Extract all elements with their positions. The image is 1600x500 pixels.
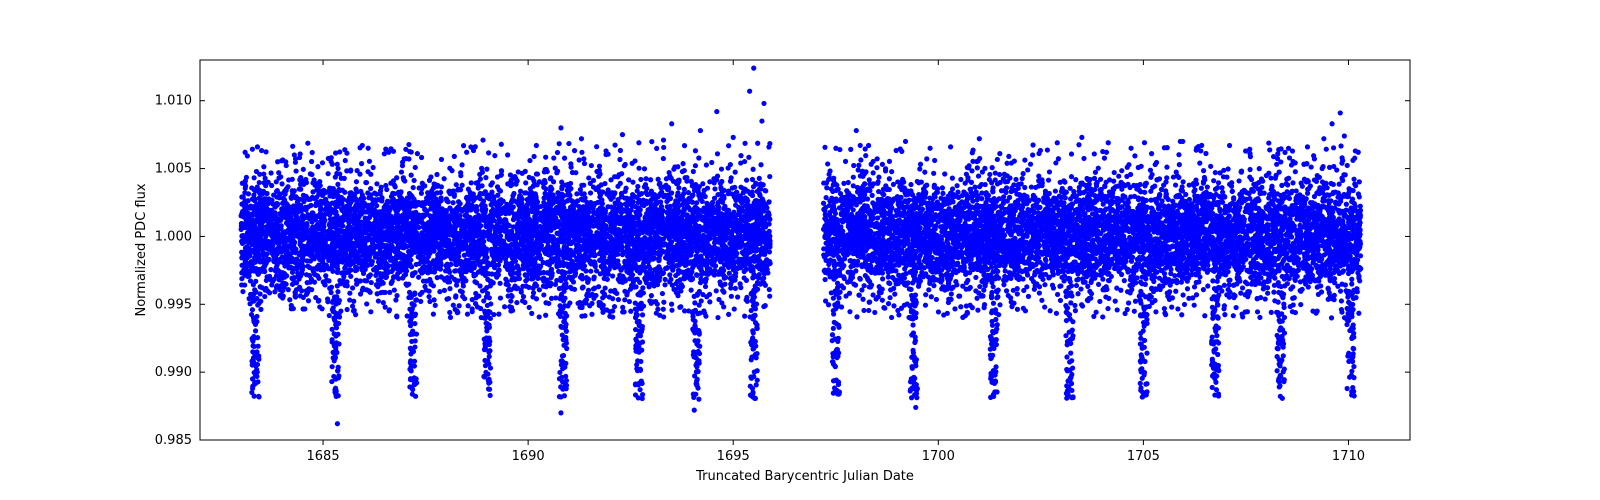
y-tick-label: 0.990 bbox=[155, 365, 192, 380]
x-tick-label: 1685 bbox=[307, 449, 340, 464]
y-tick-label: 0.995 bbox=[155, 297, 192, 312]
x-tick-label: 1700 bbox=[922, 449, 955, 464]
y-tick-label: 1.005 bbox=[155, 162, 192, 177]
y-tick-label: 1.010 bbox=[155, 94, 192, 109]
x-tick-label: 1695 bbox=[717, 449, 750, 464]
x-tick-label: 1705 bbox=[1127, 449, 1160, 464]
y-axis-label: Normalized PDC flux bbox=[134, 183, 149, 316]
y-tick-label: 0.985 bbox=[155, 433, 192, 448]
y-tick-label: 1.000 bbox=[155, 229, 192, 244]
x-tick-label: 1710 bbox=[1332, 449, 1365, 464]
chart-svg: 1685 1690 1695 1700 1705 1710 0.985 0.990 0.995 1… bbox=[0, 0, 1600, 500]
x-tick-label: 1690 bbox=[512, 449, 545, 464]
scatter-points bbox=[239, 66, 1364, 427]
x-axis-label: Truncated Barycentric Julian Date bbox=[695, 469, 914, 484]
light-curve-chart: 1685 1690 1695 1700 1705 1710 0.985 0.990 0.995 1… bbox=[0, 0, 1600, 500]
